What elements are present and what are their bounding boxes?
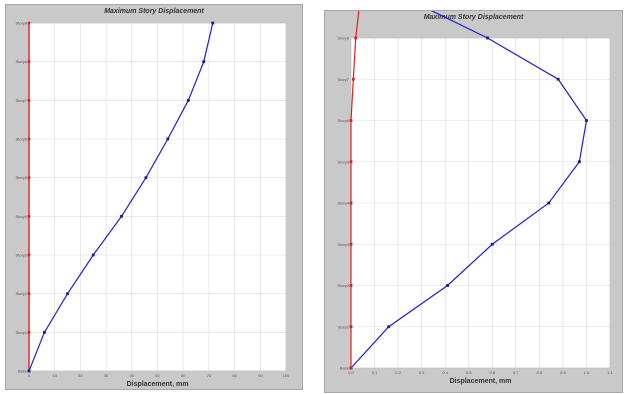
x-tick-label: 0.2 bbox=[395, 370, 401, 375]
data-point bbox=[556, 77, 560, 81]
y-story-label: Story6 bbox=[15, 137, 27, 142]
data-point bbox=[166, 137, 170, 141]
chart-panel-right: Maximum Story Displacement 0.0 0.1 0.2 0.3 0… bbox=[324, 10, 623, 393]
x-tick-label: 0.4 bbox=[442, 370, 448, 375]
x-tick-label: 100 bbox=[283, 373, 290, 378]
x-axis-label: Displacement, mm bbox=[450, 378, 512, 385]
data-point bbox=[66, 292, 69, 296]
y-story-label: Story8 bbox=[337, 36, 349, 41]
x-tick-label: 0.9 bbox=[560, 370, 566, 375]
y-story-label: Story4 bbox=[337, 201, 349, 206]
y-story-label: Story5 bbox=[337, 159, 349, 164]
x-tick-label: 20 bbox=[78, 373, 83, 378]
x-tick-label: 0.6 bbox=[489, 370, 495, 375]
data-point bbox=[351, 77, 355, 81]
chart-left-svg: 0 10 20 30 40 50 60 70 80 90 100 Base Story1 Story2 St… bbox=[15, 21, 290, 389]
x-tick-label: 80 bbox=[232, 373, 237, 378]
data-point bbox=[349, 325, 353, 329]
x-tick-label: 0 bbox=[28, 373, 31, 378]
x-tick-label: 90 bbox=[258, 373, 263, 378]
data-point bbox=[577, 160, 581, 164]
data-point bbox=[211, 21, 215, 25]
x-tick-label: 0.8 bbox=[537, 370, 543, 375]
story-axis-marker bbox=[27, 331, 31, 334]
x-tick-label: 0.1 bbox=[372, 370, 378, 375]
chart-title: Maximum Story Displacement bbox=[104, 8, 204, 15]
data-point bbox=[349, 119, 353, 122]
story-axis-marker bbox=[27, 253, 31, 257]
y-story-label: Story5 bbox=[15, 175, 27, 180]
y-story-label: Story9 bbox=[15, 21, 27, 26]
data-point bbox=[585, 119, 588, 122]
data-point bbox=[486, 36, 489, 40]
y-story-label: Story1 bbox=[15, 330, 27, 335]
y-story-label: Story7 bbox=[15, 98, 27, 103]
y-story-label: Story7 bbox=[337, 77, 349, 82]
story-axis-marker bbox=[27, 60, 31, 63]
story-axis-marker bbox=[27, 99, 31, 102]
data-point bbox=[202, 60, 206, 64]
data-point bbox=[349, 284, 353, 287]
data-point bbox=[490, 242, 494, 246]
x-axis-label: Displacement, mm bbox=[127, 381, 189, 388]
data-point bbox=[27, 369, 31, 373]
x-tick-label: 1.1 bbox=[607, 370, 613, 375]
series-line-blue bbox=[350, 11, 588, 369]
x-tick-label: 0.7 bbox=[513, 370, 519, 375]
chart-panel-left: Maximum Story Displacement 0 10 20 30 40 50 60… bbox=[5, 4, 303, 390]
story-axis-marker bbox=[27, 292, 31, 295]
series-line-blue bbox=[28, 22, 214, 372]
data-point bbox=[120, 214, 123, 218]
chart-title: Maximum Story Displacement bbox=[423, 14, 524, 21]
data-point bbox=[349, 201, 353, 205]
x-tick-label: 60 bbox=[181, 373, 186, 378]
y-story-label: Story3 bbox=[15, 253, 27, 258]
chart-right-svg: 0.0 0.1 0.2 0.3 0.4 0.5 0.6 0.7 0.8 0.9 1.0 1.1 Base… bbox=[337, 11, 614, 385]
y-story-label: Base bbox=[340, 366, 350, 371]
story-axis-marker bbox=[27, 21, 31, 25]
y-story-label: Story8 bbox=[15, 59, 27, 64]
data-point bbox=[349, 160, 353, 164]
y-story-label: Story1 bbox=[337, 324, 349, 329]
data-point bbox=[387, 325, 391, 329]
data-point bbox=[547, 201, 551, 205]
x-tick-label: 10 bbox=[52, 373, 57, 378]
y-story-label: Story4 bbox=[15, 214, 27, 219]
x-tick-label: 40 bbox=[130, 373, 135, 378]
x-tick-label: 70 bbox=[207, 373, 212, 378]
data-point bbox=[446, 284, 449, 287]
y-story-label: Story3 bbox=[337, 242, 349, 247]
x-tick-label: 0.0 bbox=[348, 370, 354, 375]
x-tick-label: 0.3 bbox=[419, 370, 425, 375]
y-story-label: Story6 bbox=[337, 118, 349, 123]
x-tick-label: 0.5 bbox=[466, 370, 472, 375]
y-story-label: Story2 bbox=[337, 283, 349, 288]
y-story-label: Base bbox=[18, 369, 28, 374]
story-axis-marker bbox=[27, 176, 31, 179]
series-line-red bbox=[350, 11, 360, 368]
data-point bbox=[349, 366, 353, 370]
x-tick-label: 1.0 bbox=[584, 370, 590, 375]
x-tick-label: 50 bbox=[155, 373, 160, 378]
data-point bbox=[43, 330, 46, 334]
story-axis-marker bbox=[27, 215, 31, 218]
x-tick-label: 30 bbox=[104, 373, 109, 378]
data-point bbox=[91, 253, 95, 257]
story-axis-marker bbox=[27, 137, 31, 141]
data-point bbox=[186, 98, 190, 102]
data-point bbox=[144, 176, 148, 180]
data-point bbox=[354, 36, 358, 40]
y-story-label: Story2 bbox=[15, 291, 27, 296]
data-point bbox=[349, 242, 353, 246]
